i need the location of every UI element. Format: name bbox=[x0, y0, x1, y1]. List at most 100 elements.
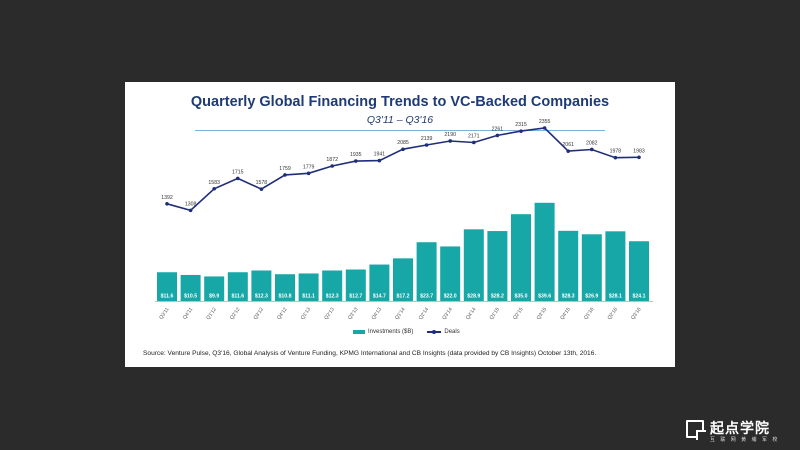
slide: Quarterly Global Financing Trends to VC-… bbox=[125, 82, 675, 367]
x-tick-label: Q4'12 bbox=[276, 307, 289, 321]
logo-name: 起点学院 bbox=[710, 420, 770, 436]
deal-value-label: 1715 bbox=[232, 169, 244, 175]
deal-value-label: 1583 bbox=[208, 180, 220, 186]
investment-bar bbox=[251, 270, 272, 301]
chart-subtitle: Q3'11 – Q3'16 bbox=[366, 114, 434, 126]
deal-value-label: 1935 bbox=[350, 152, 362, 158]
deal-point bbox=[330, 164, 334, 168]
investment-bar bbox=[369, 264, 390, 301]
investment-bar bbox=[558, 230, 579, 301]
bar-value-label: $24.1 bbox=[633, 294, 646, 300]
investment-bar bbox=[629, 241, 649, 301]
investment-bar bbox=[204, 276, 225, 301]
x-tick-label: Q1'14 bbox=[394, 307, 407, 321]
investment-bar bbox=[322, 270, 343, 301]
deal-point bbox=[424, 143, 429, 147]
x-tick-label: Q1'13 bbox=[300, 307, 313, 321]
bar-value-label: $35.0 bbox=[515, 294, 528, 300]
deal-value-label: 1779 bbox=[303, 164, 315, 170]
deal-point bbox=[283, 173, 287, 177]
bar-value-label: $9.9 bbox=[209, 294, 219, 300]
x-tick-label: Q3'11 bbox=[158, 307, 170, 321]
deal-point bbox=[188, 208, 193, 213]
deal-value-label: 1941 bbox=[374, 152, 386, 158]
investment-bar bbox=[180, 274, 201, 301]
deal-value-label: 2139 bbox=[421, 136, 433, 142]
investment-bar bbox=[275, 274, 295, 301]
deal-point bbox=[354, 159, 358, 163]
investment-bar bbox=[227, 272, 248, 301]
deal-point bbox=[377, 158, 382, 163]
bar-value-label: $17.2 bbox=[397, 294, 410, 300]
deal-value-label: 2085 bbox=[397, 140, 409, 146]
x-tick-label: Q4'14 bbox=[465, 307, 478, 321]
bar-value-label: $28.2 bbox=[491, 294, 504, 300]
investment-bar bbox=[581, 234, 602, 301]
bar-value-label: $23.7 bbox=[420, 294, 433, 300]
deal-point bbox=[613, 155, 618, 160]
x-tick-label: Q3'12 bbox=[253, 307, 266, 321]
bar-value-label: $10.8 bbox=[279, 294, 292, 300]
deal-value-label: 2171 bbox=[468, 133, 480, 139]
source-note: Source: Venture Pulse, Q3'16, Global Ana… bbox=[143, 350, 597, 357]
deal-point bbox=[165, 201, 169, 206]
logo-mark-icon bbox=[686, 420, 706, 440]
deal-value-label: 2355 bbox=[539, 119, 551, 125]
deal-value-label: 1872 bbox=[326, 157, 338, 163]
x-tick-label: Q1'15 bbox=[489, 307, 502, 321]
x-tick-label: Q2'15 bbox=[512, 307, 525, 321]
deal-value-label: 2190 bbox=[444, 132, 456, 138]
investment-bar bbox=[440, 246, 461, 301]
deal-point bbox=[401, 147, 405, 152]
x-tick-label: Q3'16 bbox=[630, 307, 643, 321]
bar-value-label: $11.6 bbox=[231, 294, 244, 300]
investment-bar bbox=[298, 273, 319, 301]
deal-value-label: 2315 bbox=[515, 122, 527, 128]
investment-bar bbox=[605, 231, 626, 301]
bar-value-label: $12.3 bbox=[255, 294, 268, 300]
x-tick-label: Q4'13 bbox=[371, 307, 384, 321]
x-tick-label: Q2'12 bbox=[229, 307, 242, 321]
deal-point bbox=[212, 186, 216, 191]
deal-point bbox=[472, 140, 476, 145]
investment-bar bbox=[393, 258, 413, 301]
deal-value-label: 1392 bbox=[161, 195, 173, 201]
bar-value-label: $22.0 bbox=[444, 294, 457, 300]
deal-point bbox=[306, 171, 311, 176]
bar-value-label: $11.1 bbox=[302, 294, 315, 300]
legend-label-deals: Deals bbox=[444, 329, 460, 335]
deal-point bbox=[259, 187, 264, 191]
x-tick-label: Q4'11 bbox=[182, 307, 194, 321]
deal-value-label: 1983 bbox=[633, 148, 645, 154]
deal-point bbox=[566, 149, 570, 153]
deal-value-label: 2082 bbox=[586, 140, 598, 146]
x-tick-label: Q3'15 bbox=[536, 307, 549, 321]
x-tick-label: Q1'16 bbox=[583, 307, 596, 321]
investment-bar bbox=[157, 272, 177, 301]
bar-value-label: $14.7 bbox=[373, 294, 386, 300]
bar-value-label: $26.9 bbox=[585, 294, 598, 300]
deal-value-label: 1759 bbox=[279, 166, 291, 172]
bar-value-label: $28.3 bbox=[562, 294, 575, 300]
deal-point bbox=[236, 176, 240, 181]
x-tick-label: Q2'14 bbox=[418, 307, 431, 321]
bar-value-label: $10.5 bbox=[184, 294, 197, 300]
chart-title: Quarterly Global Financing Trends to VC-… bbox=[190, 94, 610, 110]
bar-value-label: $28.9 bbox=[467, 294, 480, 300]
x-tick-label: Q2'16 bbox=[607, 307, 620, 321]
investment-bar bbox=[534, 202, 555, 301]
deal-value-label: 1308 bbox=[185, 201, 197, 207]
legend-item-investments: Investments ($B) bbox=[353, 329, 413, 335]
legend-swatch-deals bbox=[427, 330, 442, 334]
bar-value-label: $12.7 bbox=[349, 294, 362, 300]
investment-bar bbox=[487, 231, 508, 301]
deal-point bbox=[590, 147, 594, 152]
deal-point bbox=[542, 126, 547, 130]
legend-swatch-investments bbox=[353, 330, 365, 334]
deal-point bbox=[495, 133, 500, 138]
legend-item-deals: Deals bbox=[427, 329, 460, 335]
bar-value-label: $12.3 bbox=[326, 294, 339, 300]
x-tick-label: Q1'12 bbox=[205, 307, 218, 321]
investment-bar bbox=[416, 242, 437, 301]
investment-bar bbox=[511, 214, 531, 301]
